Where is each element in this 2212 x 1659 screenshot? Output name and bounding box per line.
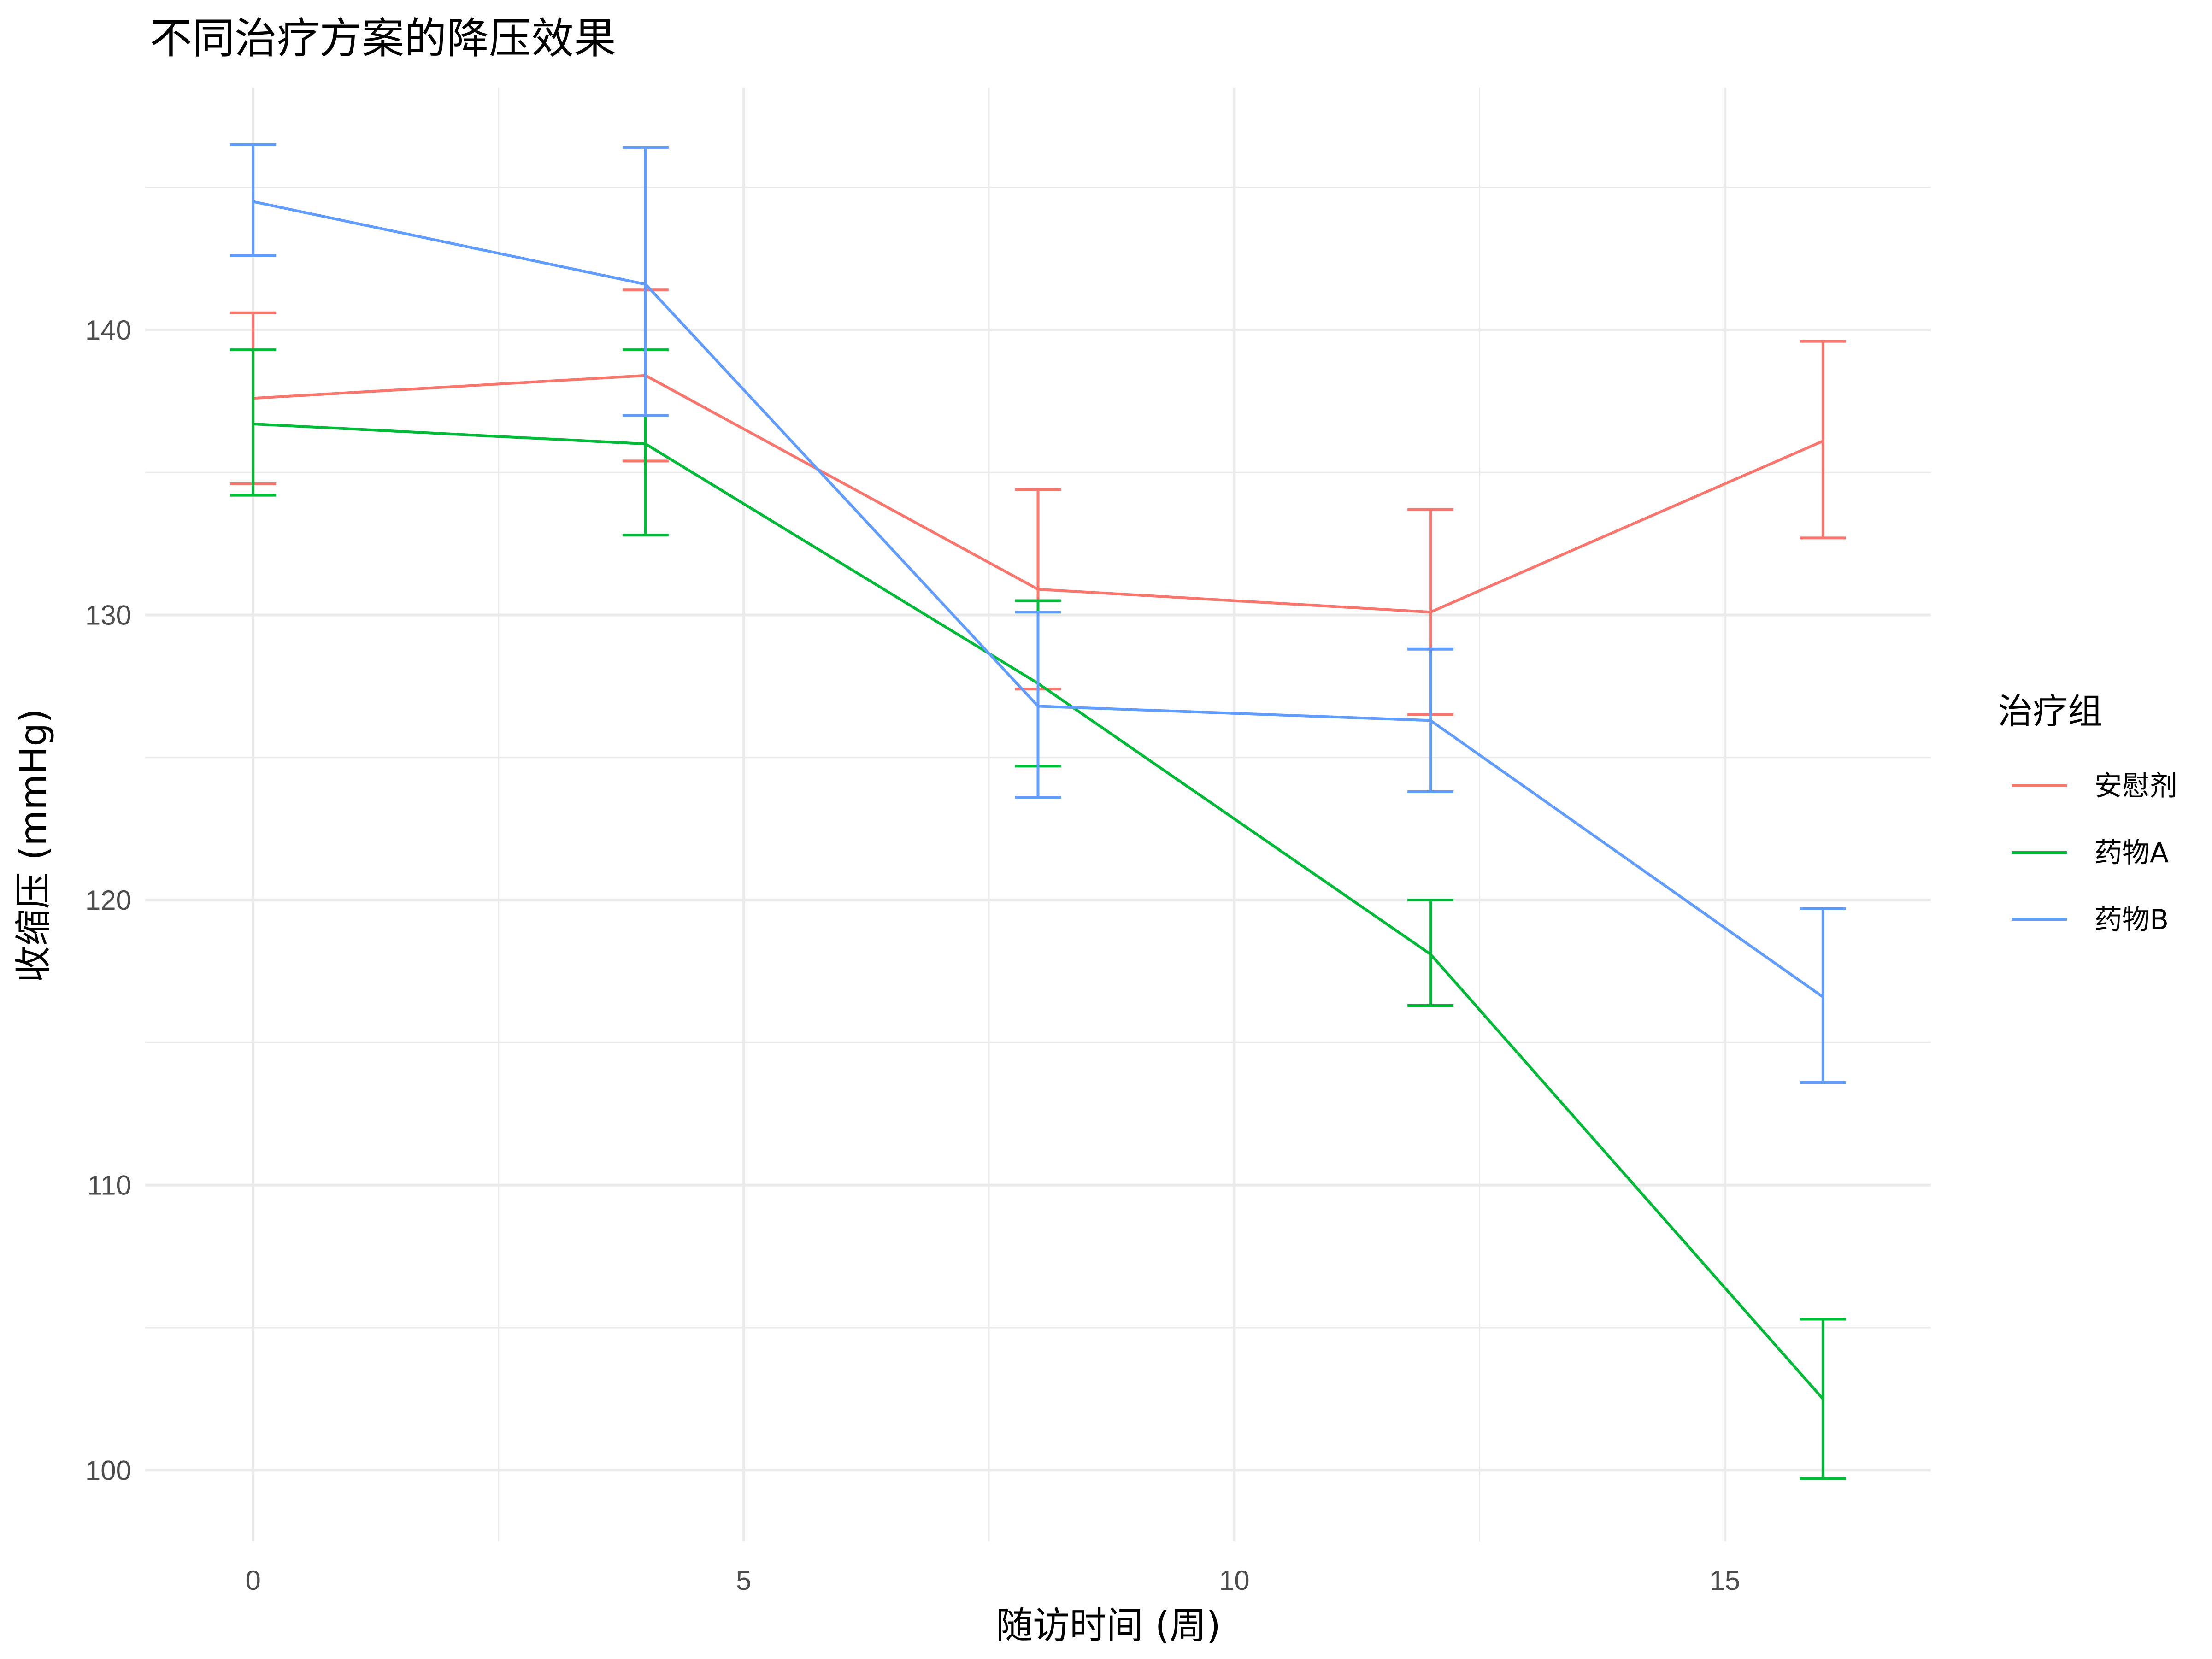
- axes: 0 5 10 15 100 110 120 130 140: [85, 315, 1740, 1596]
- legend-item-安慰剂: 安慰剂: [2012, 770, 2177, 802]
- legend-label: 药物B: [2094, 904, 2169, 936]
- x-tick-label: 10: [1219, 1565, 1250, 1596]
- error-bar: [1015, 611, 1061, 799]
- error-bar: [1407, 899, 1454, 1007]
- y-tick-label: 100: [85, 1455, 131, 1486]
- legend-item-药物A: 药物A: [2012, 837, 2169, 869]
- legend-label: 药物A: [2094, 837, 2169, 869]
- error-bar: [1800, 1318, 1846, 1480]
- error-bar: [1407, 647, 1454, 794]
- legend-label: 安慰剂: [2094, 770, 2177, 802]
- legend-item-药物B: 药物B: [2012, 904, 2169, 936]
- y-tick-label: 110: [87, 1170, 131, 1201]
- y-axis-title: 收缩压 (mmHg): [12, 709, 55, 983]
- error-bar: [230, 143, 276, 257]
- x-tick-label: 0: [246, 1565, 261, 1596]
- legend-title: 治疗组: [1998, 691, 2103, 732]
- x-tick-label: 5: [736, 1565, 751, 1596]
- chart-title: 不同治疗方案的降压效果: [150, 14, 616, 63]
- y-tick-label: 130: [85, 600, 131, 630]
- error-bar: [1800, 907, 1846, 1084]
- x-axis-title: 随访时间 (周): [996, 1604, 1221, 1647]
- y-tick-label: 120: [85, 885, 131, 916]
- error-bar: [230, 348, 276, 497]
- series-layer: [230, 143, 1846, 1480]
- y-tick-label: 140: [85, 315, 131, 346]
- series-药物B: [230, 143, 1846, 1084]
- error-bar: [622, 146, 669, 417]
- error-bar: [1800, 340, 1846, 540]
- x-tick-label: 15: [1710, 1565, 1741, 1596]
